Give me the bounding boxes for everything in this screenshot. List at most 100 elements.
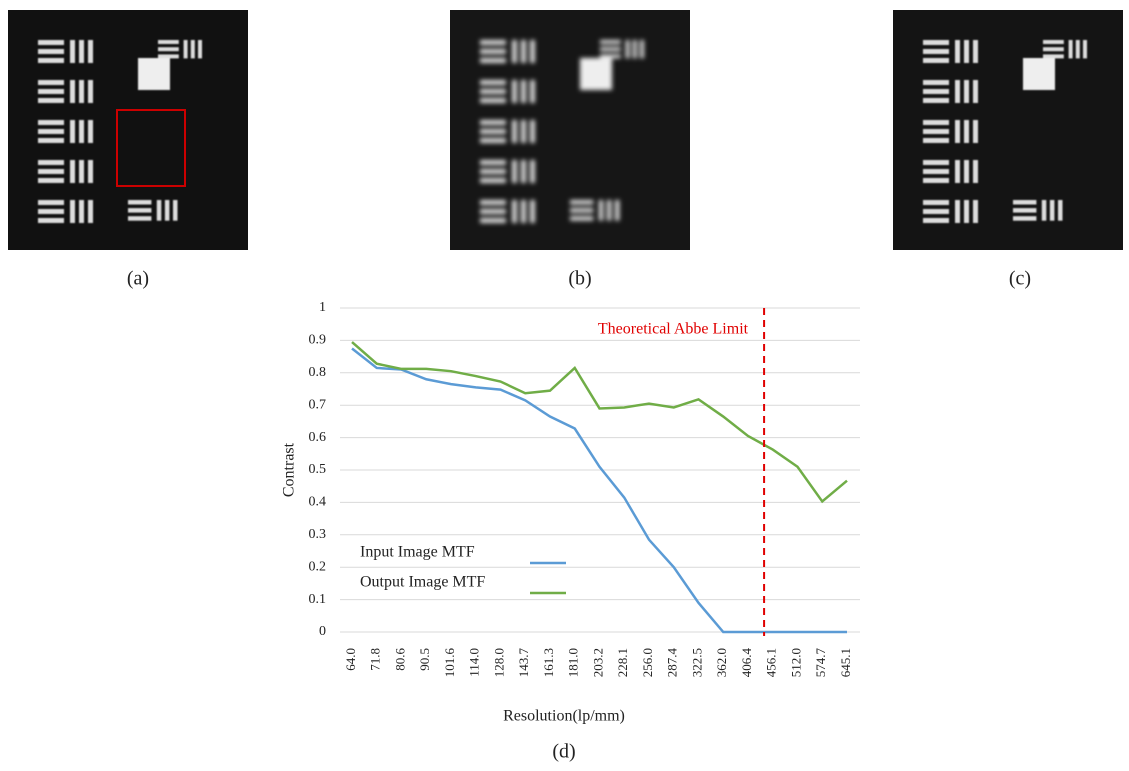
legend-label: Output Image MTF — [360, 574, 485, 591]
target-bar — [512, 160, 517, 183]
target-bar — [480, 169, 506, 174]
target-bar — [480, 98, 506, 103]
target-bar — [964, 160, 969, 183]
target-bar — [480, 89, 506, 94]
y-tick-label: 0.3 — [309, 527, 327, 542]
target-bar — [38, 58, 64, 63]
target-bar — [480, 218, 506, 223]
target-bar — [38, 138, 64, 143]
y-tick-label: 0.7 — [309, 397, 327, 412]
target-bar — [38, 200, 64, 205]
x-tick-label: 512.0 — [788, 648, 803, 677]
highlight-box — [116, 109, 186, 187]
target-bar — [38, 209, 64, 214]
x-tick-label: 101.6 — [442, 648, 457, 678]
target-bar — [158, 54, 179, 59]
target-bar — [1043, 40, 1064, 44]
target-bar — [923, 58, 949, 63]
target-bar — [79, 40, 84, 63]
legend-label: Input Image MTF — [360, 544, 475, 561]
x-tick-label: 64.0 — [343, 648, 358, 671]
x-tick-label: 228.1 — [615, 648, 630, 677]
target-bar — [38, 80, 64, 85]
target-bar — [88, 160, 93, 183]
target-bar — [923, 80, 949, 85]
x-tick-label: 181.0 — [566, 648, 581, 677]
target-bar — [530, 40, 535, 63]
target-bar — [512, 120, 517, 143]
target-bar — [190, 40, 195, 59]
x-tick-label: 161.3 — [541, 648, 556, 677]
target-bar — [973, 160, 978, 183]
target-bar — [923, 40, 949, 45]
target-bar — [38, 129, 64, 134]
y-tick-label: 0.8 — [309, 365, 327, 380]
x-axis-title: Resolution(lp/mm) — [503, 708, 625, 725]
target-bar — [923, 200, 949, 205]
x-tick-label: 71.8 — [368, 648, 383, 671]
target-bar — [70, 80, 75, 103]
y-tick-label: 0 — [319, 624, 326, 639]
target-bar — [923, 138, 949, 143]
target-bar — [38, 120, 64, 125]
x-tick-label: 406.4 — [739, 648, 754, 678]
target-bar — [923, 160, 949, 165]
y-tick-label: 0.4 — [309, 495, 327, 510]
x-tick-label: 322.5 — [689, 648, 704, 677]
target-bar — [598, 200, 604, 221]
target-bar — [79, 120, 84, 143]
target-bar — [70, 40, 75, 63]
target-bar — [521, 40, 526, 63]
x-tick-label: 645.1 — [838, 648, 853, 677]
target-bar — [625, 40, 630, 59]
y-tick-label: 0.2 — [309, 559, 327, 574]
target-bar — [79, 200, 84, 223]
target-bar — [158, 47, 179, 52]
x-tick-label: 203.2 — [590, 648, 605, 677]
y-axis-title: Contrast — [281, 442, 298, 497]
x-tick-label: 362.0 — [714, 648, 729, 677]
target-bar — [1043, 54, 1064, 59]
caption: (c) — [1009, 268, 1031, 290]
target-bar — [38, 40, 64, 45]
target-pattern — [38, 40, 202, 223]
target-bar — [973, 40, 978, 63]
y-tick-label: 0.9 — [309, 333, 327, 348]
target-bar — [600, 47, 621, 52]
y-tick-label: 0.5 — [309, 462, 327, 477]
y-tick-label: 1 — [319, 300, 326, 315]
target-bar — [1043, 47, 1064, 52]
target-bar — [1083, 40, 1087, 59]
target-bar — [70, 200, 75, 223]
target-bar — [923, 98, 949, 103]
target-bar — [38, 178, 64, 183]
target-bar — [923, 209, 949, 214]
target-bar — [480, 80, 506, 85]
target-bar — [923, 178, 949, 183]
target-bar — [923, 129, 949, 134]
target-bar — [128, 216, 152, 221]
target-bar — [923, 218, 949, 223]
target-bar — [955, 80, 960, 103]
target-bar — [640, 40, 644, 59]
x-tick-label: 128.0 — [491, 648, 506, 677]
x-tick-label: 456.1 — [764, 648, 779, 677]
target-bar — [964, 200, 969, 223]
x-tick-label: 256.0 — [640, 648, 655, 677]
target-bar — [480, 160, 506, 165]
target-bar — [38, 98, 64, 103]
target-bar — [38, 160, 64, 165]
target-bar — [973, 200, 978, 223]
target-bar — [512, 40, 517, 63]
target-pattern — [923, 40, 1087, 223]
target-bar — [964, 80, 969, 103]
target-bar — [600, 40, 621, 44]
target-bar — [88, 120, 93, 143]
x-tick-label: 80.6 — [392, 648, 407, 671]
x-tick-label: 574.7 — [813, 648, 828, 678]
target-bar — [480, 138, 506, 143]
target-bar — [615, 200, 620, 221]
target-bar — [183, 40, 188, 59]
target-bar — [128, 208, 152, 213]
